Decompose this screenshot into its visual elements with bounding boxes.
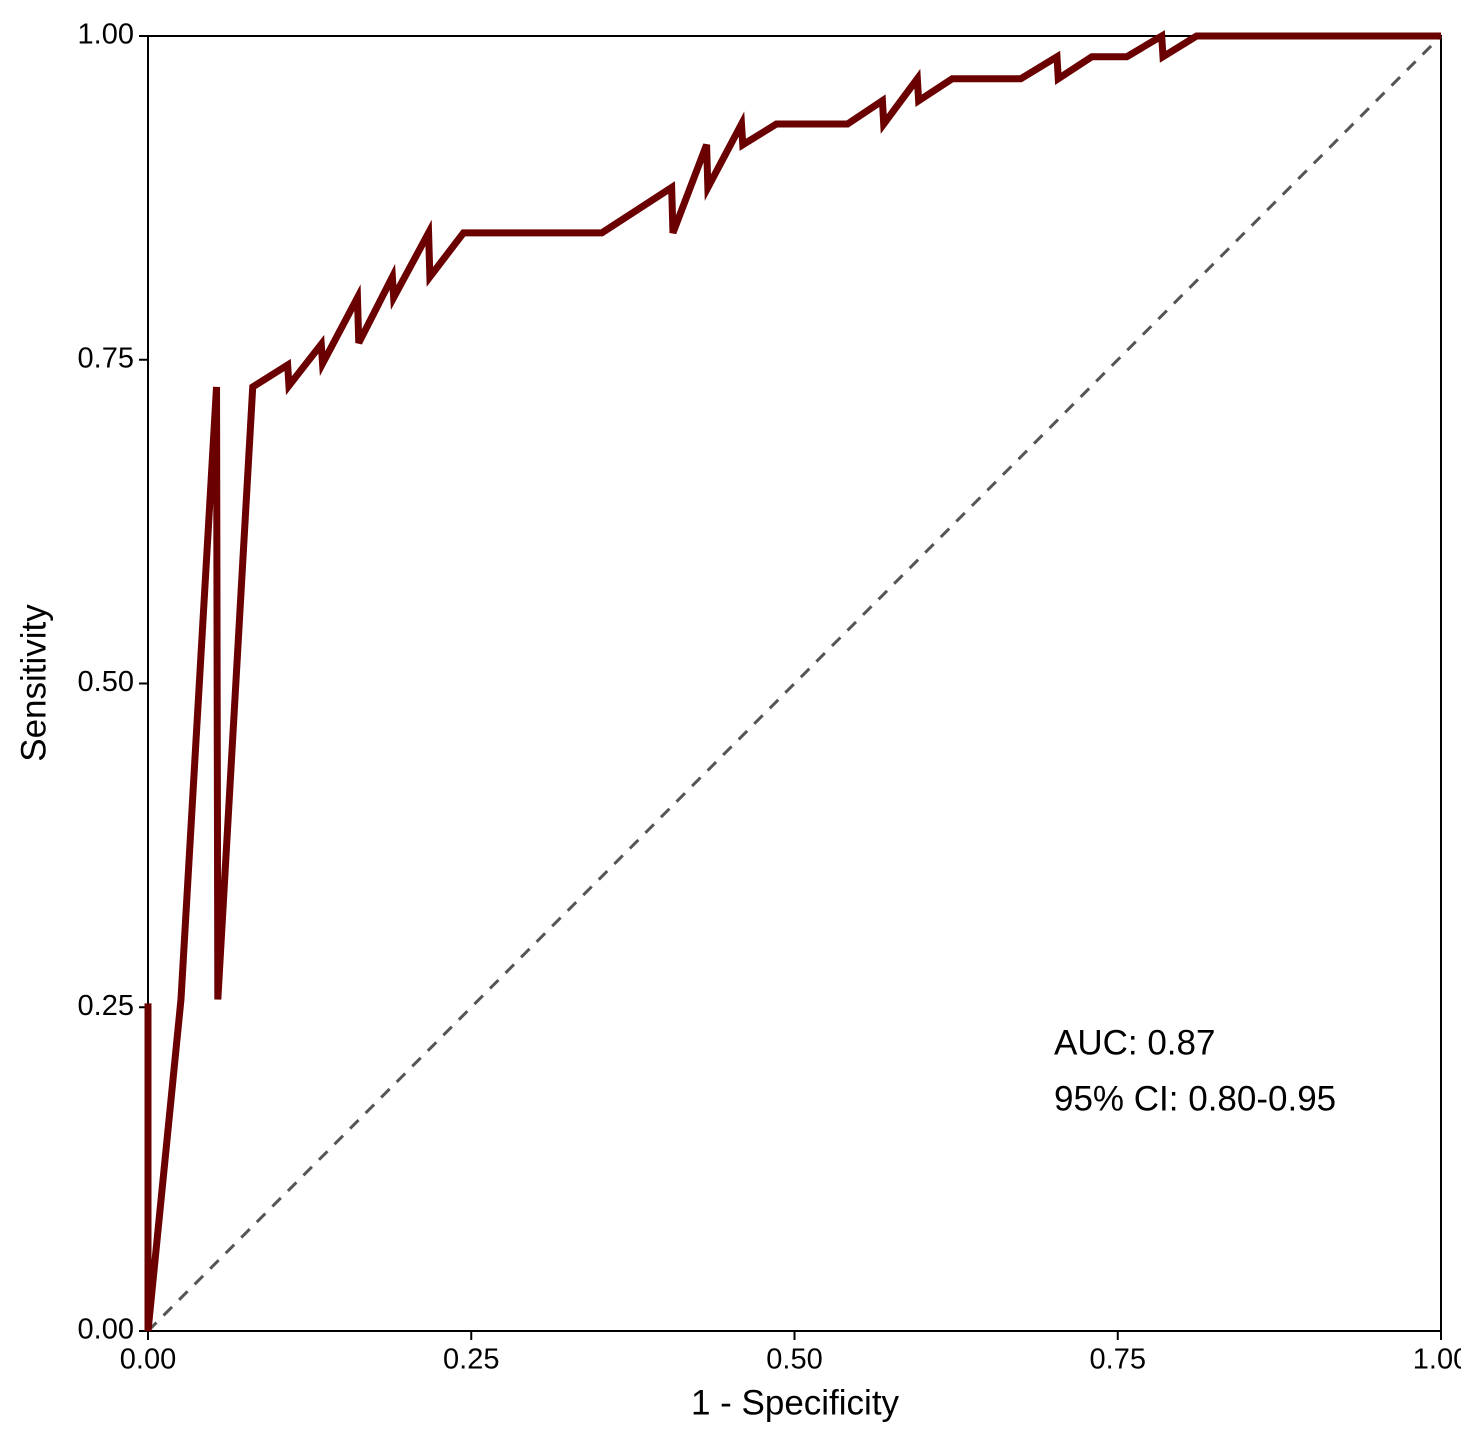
x-axis-title: 1 - Specificity	[691, 1383, 900, 1422]
y-tick-label: 1.00	[78, 19, 134, 51]
x-tick-label: 0.25	[443, 1344, 499, 1376]
annotation: AUC: 0.87	[1054, 1023, 1215, 1062]
roc-line	[144, 30, 1441, 1332]
y-tick-label: 0.50	[78, 666, 134, 698]
x-tick-label: 0.75	[1090, 1344, 1146, 1376]
y-tick-label: 0.25	[78, 990, 134, 1022]
y-tick-label: 0.75	[78, 342, 134, 374]
x-tick-label: 0.50	[766, 1344, 822, 1376]
reference-diagonal	[146, 34, 1443, 1333]
x-tick-label: 1.00	[1413, 1344, 1461, 1376]
y-axis-title: Sensitivity	[14, 604, 53, 762]
x-tick-label: 0.00	[120, 1344, 176, 1376]
y-tick-label: 0.00	[78, 1314, 134, 1346]
annotation: 95% CI: 0.80-0.95	[1054, 1079, 1336, 1118]
